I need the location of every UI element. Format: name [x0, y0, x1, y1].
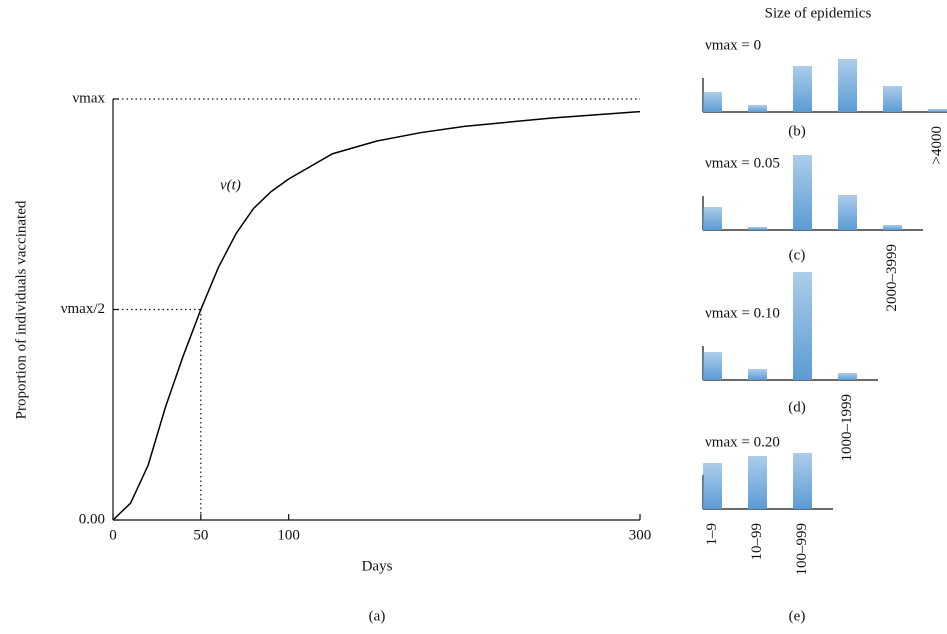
category-label: 10–99 — [749, 523, 765, 561]
curve — [112, 110, 641, 521]
bar — [928, 109, 947, 112]
bar — [838, 373, 857, 380]
panel-label: (e) — [789, 608, 806, 624]
x-tick-label: 300 — [629, 527, 652, 543]
category-label: 100–999 — [794, 523, 810, 576]
bar — [793, 155, 812, 230]
panel-label: (a) — [369, 608, 386, 624]
bar — [883, 225, 902, 230]
category-label: >4000 — [929, 126, 945, 164]
bar — [748, 105, 767, 112]
bar — [883, 86, 902, 112]
bar — [793, 66, 812, 112]
x-axis-label: Days — [362, 558, 393, 574]
x-tick-label: 0 — [109, 527, 117, 543]
series-label: νmax = 0.10 — [705, 305, 780, 321]
category-label: 1–9 — [704, 523, 720, 546]
series-label: νmax = 0.05 — [705, 155, 780, 171]
category-label: 2000–3999 — [884, 244, 900, 312]
panel-label: (d) — [788, 399, 806, 415]
series-label: νmax = 0.20 — [705, 434, 780, 450]
bar — [748, 456, 767, 509]
bar — [703, 352, 722, 380]
x-tick-label: 50 — [193, 527, 208, 543]
category-label: 1000–1999 — [839, 394, 855, 462]
bar — [793, 272, 812, 380]
bar — [838, 195, 857, 230]
panel-label: (b) — [788, 123, 806, 139]
panel-label: (c) — [789, 247, 806, 263]
series-label: νmax = 0 — [705, 37, 761, 53]
y-tick-label: νmax — [72, 90, 105, 106]
bar — [748, 369, 767, 380]
y-axis-label: Proportion of individuals vaccinated — [13, 200, 29, 419]
bar — [793, 453, 812, 509]
bar — [838, 59, 857, 112]
curve-label: ν(t) — [220, 177, 241, 193]
bar — [703, 463, 722, 509]
bar — [748, 227, 767, 230]
y-tick-label: 0.00 — [79, 511, 105, 527]
group-title: Size of epidemics — [765, 5, 872, 21]
y-tick-label: νmax/2 — [61, 301, 105, 317]
bar — [703, 207, 722, 230]
bar — [703, 92, 722, 112]
x-tick-label: 100 — [277, 527, 300, 543]
